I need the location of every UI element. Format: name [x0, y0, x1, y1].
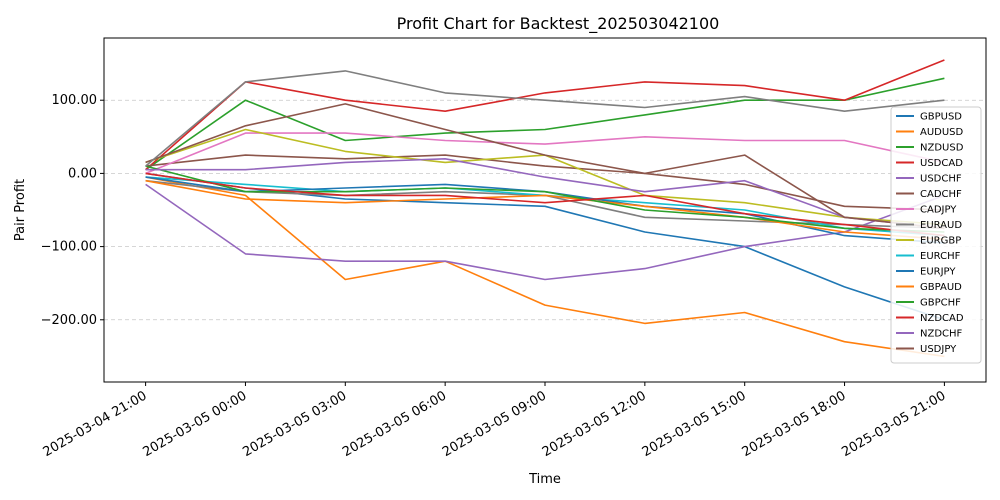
y-tick-label: −200.00 — [41, 313, 97, 328]
chart-title: Profit Chart for Backtest_202503042100 — [397, 14, 720, 34]
legend-label: CADJPY — [920, 205, 957, 216]
legend-label: EURGBP — [920, 236, 961, 247]
series-line-cadjpy — [145, 132, 945, 175]
legend-label: GBPCHF — [920, 298, 961, 309]
series-line-usdjpy — [145, 103, 945, 230]
legend-label: EURJPY — [920, 267, 956, 278]
legend-label: CADCHF — [920, 189, 962, 200]
series-line-legend-usdjpy-proxy — [145, 70, 945, 167]
legend-label: EURAUD — [920, 220, 962, 231]
series-line-cadchf — [145, 154, 945, 211]
legend-label: AUDUSD — [920, 127, 964, 138]
series-layer — [145, 59, 945, 358]
legend-label: USDJPY — [920, 344, 957, 355]
legend-label: EURCHF — [920, 251, 961, 262]
series-line-usdcad — [145, 59, 945, 171]
legend-label: NZDCHF — [920, 329, 963, 340]
series-line-nzdchf — [145, 158, 945, 230]
x-axis-label: Time — [528, 472, 561, 487]
series-line-nzdusd — [145, 77, 945, 171]
legend-label: USDCHF — [920, 174, 962, 185]
legend-label: GBPUSD — [920, 112, 962, 123]
series-line-gbpchf — [145, 165, 945, 233]
y-tick-label: −100.00 — [41, 240, 97, 255]
series-line-audusd — [145, 176, 945, 358]
legend-label: NZDUSD — [920, 143, 964, 154]
series-line-usdchf — [145, 183, 945, 281]
y-axis-label: Pair Profit — [13, 179, 28, 241]
legend-label: GBPAUD — [920, 282, 962, 293]
y-tick-label: 0.00 — [68, 166, 97, 181]
legend-label: USDCAD — [920, 158, 963, 169]
series-line-gbpaud — [145, 179, 945, 241]
legend-label: NZDCAD — [920, 313, 964, 324]
legend-box — [890, 106, 982, 364]
y-tick-label: 100.00 — [52, 93, 98, 108]
legend: GBPUSD AUDUSD NZDUSD USDCAD USDCHF CADCHF CADJ… — [890, 106, 982, 364]
series-line-nzdcad — [145, 172, 945, 237]
